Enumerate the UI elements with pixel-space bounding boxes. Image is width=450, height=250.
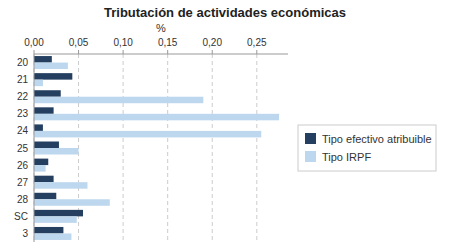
bar: [34, 210, 83, 216]
category-label: 3: [22, 228, 28, 239]
category-label: 20: [17, 57, 29, 68]
bar: [34, 114, 279, 120]
bar: [34, 107, 54, 113]
y-axis-line: [34, 54, 35, 242]
bar: [34, 124, 43, 130]
tick-mark: [78, 50, 79, 54]
grid-line: [34, 54, 35, 242]
x-axis-line: [34, 54, 288, 55]
category-label: SC: [14, 211, 28, 222]
legend-label: Tipo efectivo atribuible: [322, 133, 432, 145]
bar: [34, 73, 72, 79]
bar: [34, 227, 63, 233]
bar: [34, 148, 79, 154]
bar: [34, 182, 87, 188]
tick-mark: [212, 50, 213, 54]
bar: [34, 131, 261, 137]
bar: [34, 97, 203, 103]
legend-frame: [298, 125, 436, 171]
legend: Tipo efectivo atribuible Tipo IRPF: [298, 125, 436, 171]
grid-line: [123, 54, 124, 242]
bar: [34, 233, 71, 239]
bar: [34, 142, 59, 148]
bar: [34, 80, 43, 86]
bar: [34, 90, 61, 96]
tick-label: 0,15: [158, 37, 178, 48]
chart: Tributación de actividades económicas% 0,…: [0, 0, 450, 250]
bar: [34, 63, 68, 69]
bar: [34, 165, 46, 171]
x-axis: 0,00 0,05 0,10 0,15 0,20 0,25: [24, 37, 288, 54]
category-label: 22: [17, 91, 29, 102]
category-label: 25: [17, 143, 29, 154]
category-label: 23: [17, 108, 29, 119]
tick-label: 0,10: [113, 37, 133, 48]
bar: [34, 216, 77, 222]
category-label: 27: [17, 177, 29, 188]
tick-label: 0,00: [24, 37, 44, 48]
category-label: 24: [17, 125, 29, 136]
tick-label: 0,20: [203, 37, 223, 48]
category-label: 21: [17, 74, 29, 85]
bar: [34, 176, 54, 182]
tick-mark: [34, 50, 35, 54]
grid: [34, 54, 257, 242]
grid-line: [167, 54, 168, 242]
tick-mark: [123, 50, 124, 54]
x-axis-label: %: [156, 22, 166, 34]
bar: [34, 199, 110, 205]
bar: [34, 193, 56, 199]
tick-mark: [167, 50, 168, 54]
grid-line: [256, 54, 257, 242]
category-label: 26: [17, 160, 29, 171]
tick-label: 0,25: [247, 37, 267, 48]
tick-label: 0,05: [69, 37, 89, 48]
legend-swatch: [305, 133, 316, 144]
legend-label: Tipo IRPF: [322, 151, 371, 163]
grid-line: [212, 54, 213, 242]
bars: [34, 56, 279, 240]
bar: [34, 159, 48, 165]
bar: [34, 56, 52, 62]
title: Tributación de actividades económicas: [104, 5, 346, 20]
y-axis: 20 21 22 23 24 25 26 27 28 SC 3: [14, 54, 34, 242]
legend-swatch: [305, 151, 316, 162]
category-label: 28: [17, 194, 29, 205]
tick-mark: [256, 50, 257, 54]
